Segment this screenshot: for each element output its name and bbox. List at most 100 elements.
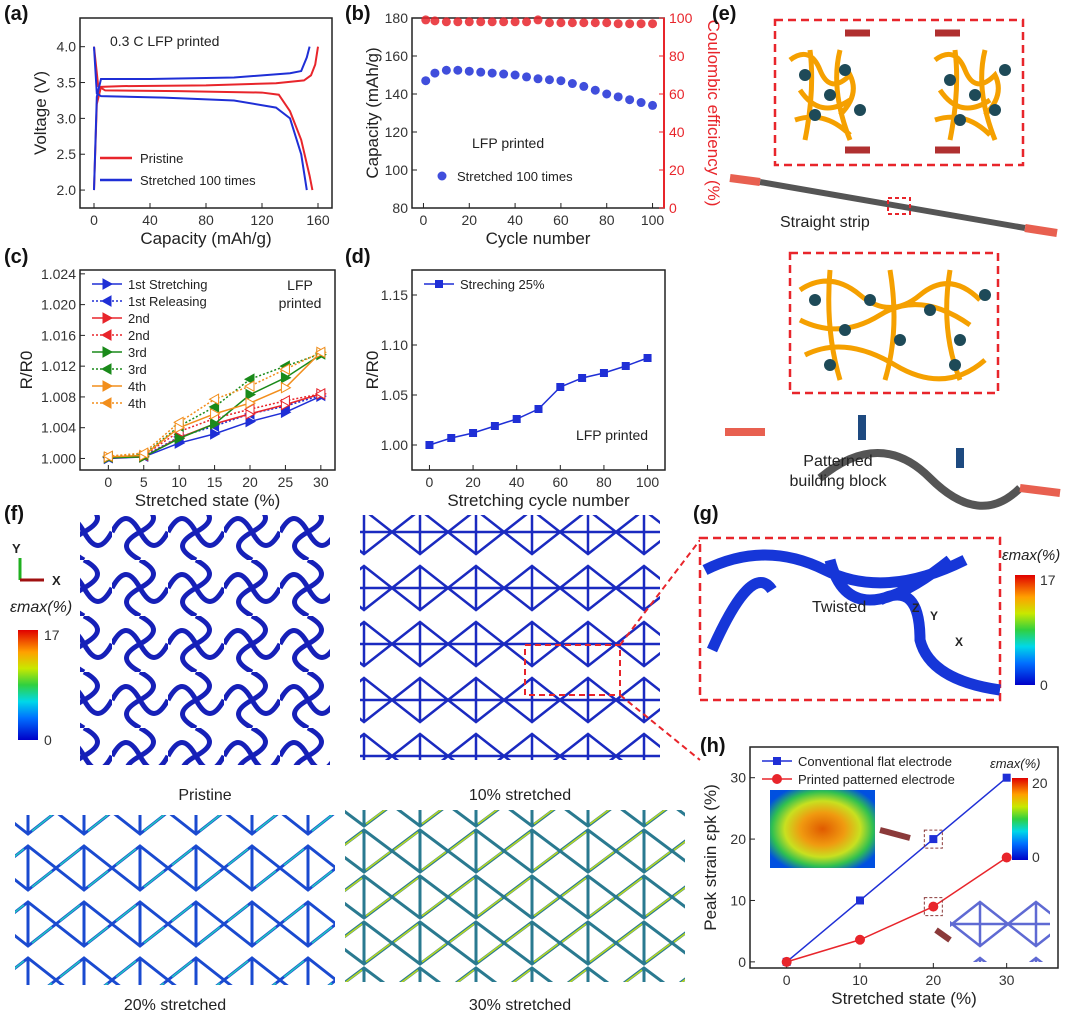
y-tick-label: 160: [385, 48, 409, 64]
data-point: [856, 896, 864, 905]
x-tick-label: 0: [420, 212, 428, 228]
g-colorbar: [1015, 575, 1035, 685]
data-point: [567, 79, 577, 89]
data-point: [245, 397, 257, 409]
y2-axis-label: Coulombic efficiency (%): [704, 20, 723, 207]
chart-c: 0 5 10 15 20 25 30 1.000 1.004 1.008 1.012 1.016 1.0…: [17, 266, 336, 510]
legend-marker: [102, 312, 114, 324]
panel-label-d: (d): [345, 246, 371, 268]
y-axis-label: Peak strain εpk (%): [701, 784, 720, 930]
polymer-network-left: [788, 49, 856, 141]
y2-tick-label: 40: [669, 124, 685, 140]
lattice-pristine: [80, 515, 330, 765]
polymer-network-right: [933, 49, 1001, 141]
g-scale-title: εmax(%): [1002, 547, 1060, 564]
data-point: [421, 15, 431, 25]
y-tick-label: 80: [392, 200, 408, 216]
data-point: [243, 380, 255, 393]
axis-y-label: Y: [12, 541, 21, 556]
y-tick-label: 0: [738, 954, 746, 970]
x-tick-label: 0: [783, 972, 791, 988]
legend-label: 2nd: [128, 328, 150, 343]
bend-arrows: [858, 415, 964, 468]
x-tick-label: 10: [171, 474, 187, 490]
highlight-box: [923, 829, 943, 849]
data-point: [578, 374, 587, 382]
legend-label: Pristine: [140, 151, 183, 166]
data-point: [210, 427, 221, 440]
panel-f-simulations: Pristine 10% stretched 20% stretched 30%…: [10, 515, 701, 1014]
y-tick-label: 180: [385, 10, 409, 26]
chart-h: 0 10 20 30 0 10 20 30 Stretched state (%) Peak st…: [701, 746, 1059, 1008]
data-point: [533, 15, 543, 25]
x-tick-label: 0: [426, 474, 434, 490]
data-point: [464, 66, 474, 76]
data-point: [487, 68, 497, 78]
data-point: [556, 383, 565, 391]
x-tick-label: 20: [465, 474, 481, 490]
data-point: [512, 415, 521, 423]
data-point: [441, 17, 451, 27]
particles: [799, 64, 1011, 126]
y-tick-label: 3.0: [57, 110, 77, 126]
x-tick-label: 100: [641, 212, 665, 228]
x-tick-label: 80: [198, 212, 214, 228]
h-scale-title: εmax(%): [990, 756, 1041, 771]
data-point: [781, 956, 792, 967]
y2-tick-label: 80: [669, 48, 685, 64]
data-point: [1001, 852, 1012, 863]
data-point: [613, 19, 623, 29]
chart-annotation: LFP: [287, 277, 313, 293]
data-point: [648, 19, 658, 29]
data-point: [599, 369, 608, 377]
legend-label: 1st Releasing: [128, 294, 207, 309]
axis-x-label: X: [52, 573, 61, 588]
y-tick-label: 1.05: [381, 387, 408, 403]
y-tick-label: 2.5: [57, 146, 77, 162]
data-point: [579, 81, 589, 91]
plot-frame: [79, 269, 336, 471]
flat-electrode-heatmap: [770, 790, 875, 868]
chart-b: 0 20 40 60 80 100 80 100 120 140 160 180 Cycle numbe…: [363, 10, 723, 248]
series-line-stretched-100-times: [93, 46, 311, 191]
data-point: [173, 416, 184, 429]
lattice-10-stretched: [360, 515, 660, 760]
g-axis-x: X: [955, 635, 963, 649]
legend-marker: [100, 329, 112, 341]
y-tick-label: 1.00: [381, 437, 408, 453]
x-tick-label: 30: [999, 972, 1015, 988]
zoom-box-straight: [773, 18, 1025, 167]
legend-label: 3rd: [128, 362, 147, 377]
data-point: [476, 17, 486, 27]
scale-max: 17: [44, 627, 60, 643]
legend-marker: [102, 278, 114, 290]
data-point: [636, 19, 646, 29]
chart-annotation: printed: [279, 295, 322, 311]
series-line: [786, 777, 1008, 963]
x-tick-label: 80: [596, 474, 612, 490]
y-tick-label: 1.15: [381, 287, 408, 303]
g-axis-y: Y: [930, 609, 938, 623]
data-point: [544, 18, 554, 28]
polymer-network-patterned: [798, 269, 987, 382]
data-point: [534, 405, 543, 413]
straight-strip: [759, 179, 1026, 231]
data-point: [590, 18, 600, 28]
y-tick-label: 1.024: [41, 266, 76, 282]
panel-label-a: (a): [4, 3, 28, 25]
data-point: [441, 65, 451, 75]
zoom-lines: [619, 539, 701, 761]
patterned-label-line1: Patterned: [803, 453, 872, 470]
x-axis-label: Stretched state (%): [831, 989, 977, 1008]
data-point: [636, 98, 646, 108]
chart-d: 0 20 40 60 80 100 1.00 1.05 1.10 1.15 Stretching c…: [363, 269, 666, 510]
x-tick-label: 10: [852, 972, 868, 988]
data-point: [453, 65, 463, 75]
y-tick-label: 10: [730, 892, 746, 908]
x-tick-label: 20: [242, 474, 258, 490]
y-tick-label: 1.008: [41, 389, 76, 405]
y-axis-label: Voltage (V): [31, 71, 50, 155]
series-line: [786, 856, 1008, 963]
legend-label: 4th: [128, 396, 146, 411]
x-axis-label: Stretching cycle number: [447, 491, 630, 510]
